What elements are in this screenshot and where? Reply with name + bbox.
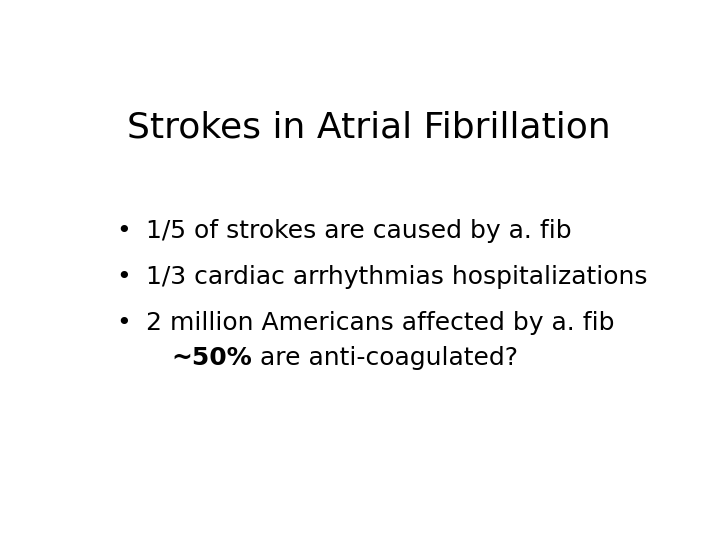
Text: Strokes in Atrial Fibrillation: Strokes in Atrial Fibrillation: [127, 110, 611, 144]
Text: 1/5 of strokes are caused by a. fib: 1/5 of strokes are caused by a. fib: [145, 219, 572, 243]
Text: •: •: [116, 310, 131, 335]
Text: ~50%: ~50%: [171, 346, 252, 370]
Text: 2 million Americans affected by a. fib: 2 million Americans affected by a. fib: [145, 310, 614, 335]
Text: •: •: [116, 219, 131, 243]
Text: •: •: [116, 265, 131, 289]
Text: 1/3 cardiac arrhythmias hospitalizations: 1/3 cardiac arrhythmias hospitalizations: [145, 265, 647, 289]
Text: are anti-coagulated?: are anti-coagulated?: [252, 346, 518, 370]
